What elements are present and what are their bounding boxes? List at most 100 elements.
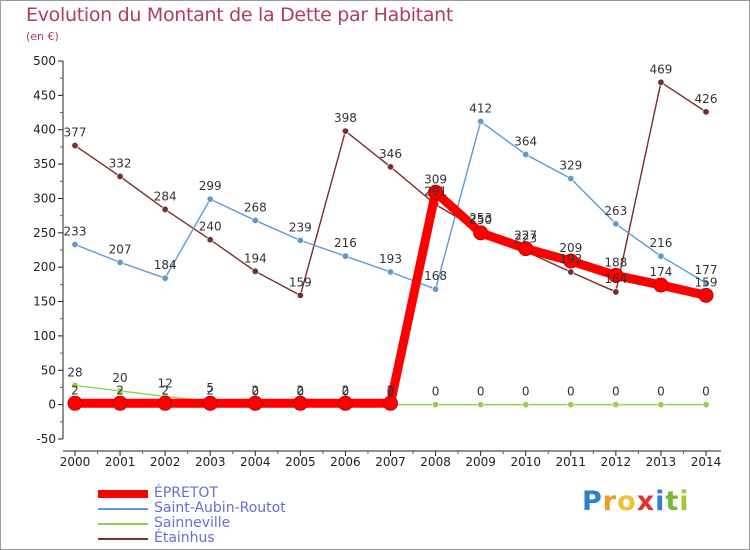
data-label: 253 xyxy=(469,211,492,225)
logo-letter: P xyxy=(582,486,603,517)
data-label: 20 xyxy=(112,371,127,385)
data-label: 2 xyxy=(71,383,79,397)
x-tick-label: 2010 xyxy=(510,455,541,469)
data-point xyxy=(296,291,304,299)
data-label: 332 xyxy=(109,156,132,170)
data-label: 184 xyxy=(154,258,177,272)
legend-swatch-sainneville xyxy=(98,523,148,525)
data-label: 0 xyxy=(251,385,259,399)
data-label: 398 xyxy=(334,111,357,125)
x-tick-label: 2008 xyxy=(420,455,451,469)
data-label: 188 xyxy=(604,255,627,269)
logo-letter: t xyxy=(665,486,680,517)
proxiti-logo: Proxiti xyxy=(582,486,690,517)
data-label: 12 xyxy=(158,376,173,390)
data-label: 263 xyxy=(604,204,627,218)
data-label: 2 xyxy=(387,383,395,397)
data-point xyxy=(428,184,444,200)
data-point xyxy=(477,401,485,409)
logo-letter: i xyxy=(679,486,690,517)
x-tick-label: 2013 xyxy=(646,455,677,469)
y-tick-label: 400 xyxy=(33,123,56,137)
data-label: 2 xyxy=(297,383,305,397)
x-tick-label: 2001 xyxy=(105,455,136,469)
x-tick-label: 2011 xyxy=(556,455,587,469)
data-point xyxy=(71,241,79,249)
data-label: 0 xyxy=(657,385,665,399)
data-label: 240 xyxy=(199,220,222,234)
data-point xyxy=(67,395,83,411)
data-point xyxy=(567,175,575,183)
data-label: 0 xyxy=(522,385,530,399)
legend-swatch-epretot xyxy=(98,490,148,498)
data-label: 329 xyxy=(559,159,582,173)
data-label: 207 xyxy=(109,242,132,256)
x-tick-label: 2014 xyxy=(691,455,722,469)
data-point xyxy=(383,395,398,411)
data-point xyxy=(71,381,79,389)
data-point xyxy=(522,150,530,158)
chart-title: Evolution du Montant de la Dette par Hab… xyxy=(26,4,454,26)
data-point xyxy=(567,268,575,276)
data-label: 194 xyxy=(244,251,267,265)
data-point xyxy=(563,253,579,269)
data-label: 233 xyxy=(64,225,87,239)
data-label: 168 xyxy=(424,269,447,283)
data-point xyxy=(341,252,349,260)
y-tick-label: 150 xyxy=(33,295,56,309)
data-point xyxy=(386,268,394,276)
data-labels-layer: 377 332 284 240 194 159 398 346 291 253 223 193 164 4… xyxy=(64,62,718,398)
legend-label-saint-aubin-routot: Saint-Aubin-Routot xyxy=(154,500,286,516)
data-point xyxy=(608,267,624,283)
data-label: 159 xyxy=(289,275,312,289)
data-label: 209 xyxy=(559,241,582,255)
data-label: 291 xyxy=(424,185,447,199)
data-label: 2 xyxy=(206,383,214,397)
data-point xyxy=(653,277,669,293)
y-tick-label: 100 xyxy=(33,329,56,343)
data-label: 309 xyxy=(424,172,447,186)
y-tick-label: 0 xyxy=(48,398,56,412)
data-point xyxy=(702,279,710,287)
data-point xyxy=(247,395,263,411)
data-label: 0 xyxy=(432,385,440,399)
x-tick-label: 2003 xyxy=(195,455,226,469)
data-point xyxy=(612,288,620,296)
data-point xyxy=(296,236,304,244)
data-label: 412 xyxy=(469,101,492,115)
data-point xyxy=(657,401,665,409)
logo-letter: i xyxy=(655,486,666,517)
data-label: 223 xyxy=(514,231,537,245)
legend-label-epretot: ÉPRETOT xyxy=(154,485,218,501)
data-point xyxy=(337,395,353,411)
data-label: 0 xyxy=(387,385,395,399)
data-point xyxy=(206,236,214,244)
data-point xyxy=(202,395,218,411)
data-point xyxy=(116,258,124,266)
data-point xyxy=(657,78,665,86)
data-point xyxy=(518,241,534,257)
data-point xyxy=(473,225,489,241)
data-point xyxy=(161,205,169,213)
data-label: 28 xyxy=(67,365,82,379)
x-tick-label: 2009 xyxy=(465,455,496,469)
x-tick-label: 2005 xyxy=(285,455,316,469)
data-label: 193 xyxy=(559,252,582,266)
data-label: 239 xyxy=(289,220,312,234)
series-line xyxy=(70,187,711,408)
x-tick-label: 2000 xyxy=(60,455,91,469)
data-point xyxy=(432,401,440,409)
data-point xyxy=(657,252,665,260)
data-point xyxy=(206,195,214,203)
data-label: 0 xyxy=(342,385,350,399)
data-point xyxy=(522,401,530,409)
data-point xyxy=(477,117,485,125)
data-label: 284 xyxy=(154,189,177,203)
x-tick-label: 2007 xyxy=(375,455,406,469)
data-label: 299 xyxy=(199,179,222,193)
y-tick-label: 300 xyxy=(33,191,56,205)
legend-label-etainhus: Étainhus xyxy=(154,530,215,546)
y-tick-label: 500 xyxy=(33,54,56,68)
